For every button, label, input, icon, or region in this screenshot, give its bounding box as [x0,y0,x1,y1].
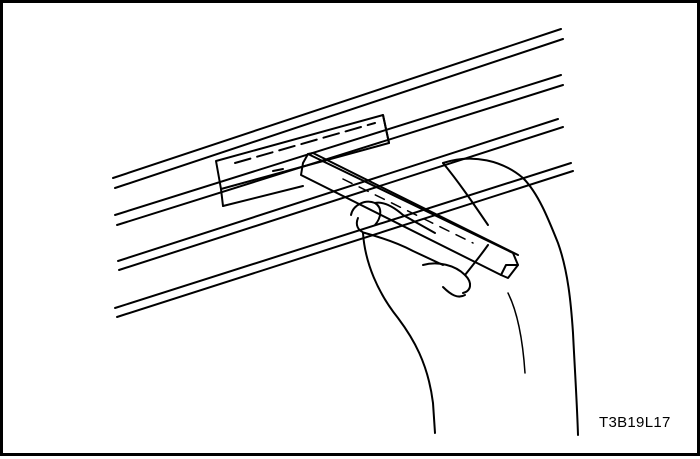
hand [350,157,579,436]
figure-code-label: T3B19L17 [599,414,671,431]
emblem-strip [215,114,390,207]
line-illustration [112,28,579,436]
scraper-tool [300,152,519,279]
panel-molding-lines [112,28,574,318]
